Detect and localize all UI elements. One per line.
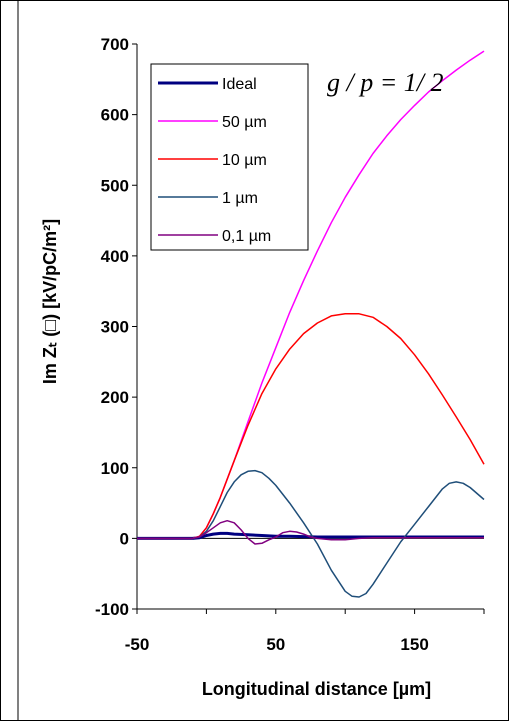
- y-tick-label: 400: [101, 247, 129, 266]
- ratio-annotation: g / p = 1/ 2: [327, 68, 444, 97]
- legend-label-2: 10 µm: [222, 152, 267, 169]
- series-line-3: [137, 469, 485, 598]
- y-tick-label: 600: [101, 106, 129, 125]
- y-tick-label: 0: [120, 529, 129, 548]
- legend-label-4: 0,1 µm: [222, 228, 271, 245]
- series-line-2: [137, 313, 485, 540]
- y-tick-label: 200: [101, 388, 129, 407]
- tick-labels: 700 600 500 400 300 200 100 0 -100 -50 50 150: [95, 35, 429, 654]
- legend: Ideal 50 µm 10 µm 1 µm 0,1 µm: [150, 63, 309, 251]
- y-tick-label: 100: [101, 459, 129, 478]
- y-tick-label: 500: [101, 176, 129, 195]
- legend-label-3: 1 µm: [222, 190, 258, 207]
- legend-box: [150, 63, 309, 251]
- y-tick-label: 700: [101, 35, 129, 54]
- legend-label-1: 50 µm: [222, 114, 267, 131]
- x-tick-label: 50: [266, 635, 285, 654]
- x-axis-label: Longitudinal distance [µm]: [202, 679, 431, 699]
- y-axis-label: Im Zₜ (□) [kV/pC/m²]: [40, 219, 60, 384]
- x-tick-label: -50: [125, 635, 150, 654]
- y-tick-label: -100: [95, 600, 129, 619]
- y-tick-label: 300: [101, 318, 129, 337]
- series-line-4: [137, 519, 484, 545]
- series-layer: [137, 50, 485, 598]
- legend-label-0: Ideal: [222, 76, 257, 93]
- x-tick-label: 150: [400, 635, 428, 654]
